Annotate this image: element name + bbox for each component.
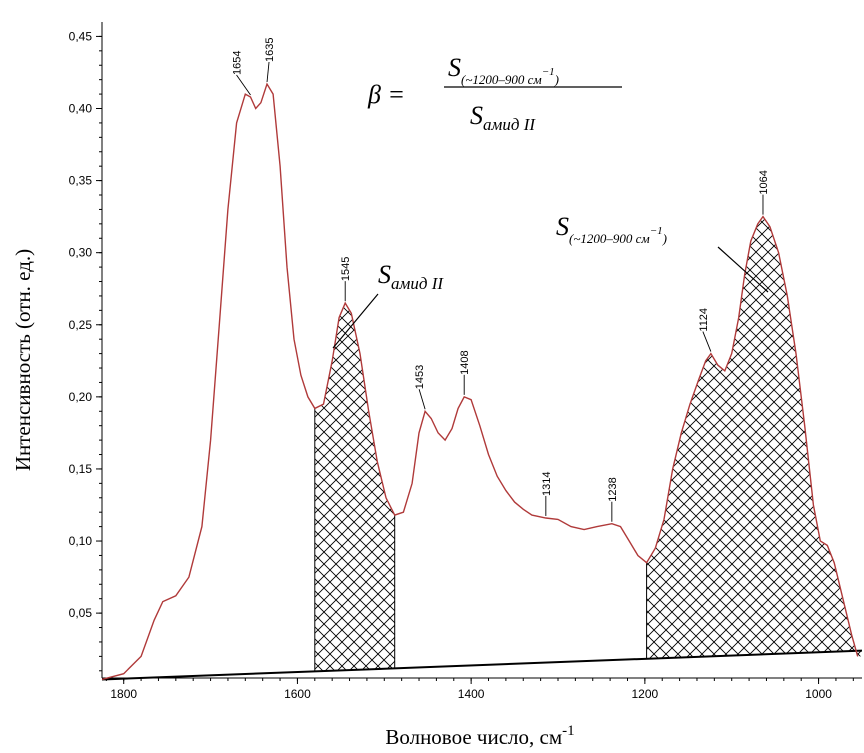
region-label: S(~1200–900 см−1) (556, 212, 667, 246)
amide-ii-label: Sамид II (378, 260, 444, 293)
amide-ii-sub: амид II (391, 274, 444, 293)
x-ticks: 1800 1600 1400 1200 1000 (110, 678, 832, 701)
hatched-region-1 (314, 303, 395, 672)
baseline-line (101, 649, 863, 681)
y-tick-label-0,40: 0,40 (69, 102, 93, 116)
peak-label-1654: 1654 (232, 50, 244, 74)
amide-ii-pointer (332, 293, 379, 349)
peak-tick-1453 (418, 389, 426, 410)
y-tick-label-0,35: 0,35 (69, 174, 93, 188)
peak-label-1545: 1545 (340, 257, 352, 281)
peak-label-1124: 1124 (698, 308, 710, 332)
region-sup: −1 (650, 225, 663, 237)
formula-numerator-sup: −1 (542, 66, 555, 78)
peak-label-1408: 1408 (459, 350, 471, 374)
x-tick-label-1600: 1600 (284, 687, 311, 701)
amide-ii-s: S (378, 260, 391, 289)
y-tick-label-0,05: 0,05 (69, 606, 93, 620)
y-tick-label-0,25: 0,25 (69, 318, 93, 332)
hatched-regions (314, 216, 862, 672)
peak-label-1238: 1238 (607, 477, 619, 501)
y-tick-label-0,15: 0,15 (69, 462, 93, 476)
formula-numerator-s: S (448, 53, 461, 82)
x-tick-label-1200: 1200 (632, 687, 659, 701)
formula-lhs: β = (367, 80, 405, 109)
formula-denominator-s: S (470, 101, 483, 130)
y-tick-label-0,30: 0,30 (69, 246, 93, 260)
peak-label-1314: 1314 (541, 471, 553, 495)
x-axis-title: Волновое число, см-1 (385, 723, 574, 749)
hatched-region-2 (646, 216, 862, 659)
y-axis-title: Интенсивность (отн. ед.) (11, 249, 35, 471)
region-s: S (556, 212, 569, 241)
y-ticks: 0,05 0,10 0,15 0,20 0,25 0,30 0,35 0,40 0,45 (69, 29, 102, 620)
x-axis-title-text: Волновое число, см (385, 725, 562, 749)
beta-formula: β = S(~1200–900 см−1) Sамид II (367, 53, 622, 134)
formula-denominator: Sамид II (470, 101, 536, 134)
amide-ii-annotation: Sамид II (332, 260, 444, 349)
peak-labels: 1654 1635 1545 1453 1408 1314 1238 1124 1064 (232, 38, 770, 522)
formula-numerator-sub: (~1200–900 см (461, 72, 542, 87)
peak-label-1635: 1635 (264, 38, 276, 62)
x-tick-label-1000: 1000 (805, 687, 832, 701)
peak-label-1064: 1064 (758, 170, 770, 194)
x-axis-title-superscript: -1 (562, 723, 575, 739)
peak-tick-1124 (702, 331, 712, 352)
peak-tick-1635 (266, 61, 270, 83)
plot-area: 1800 1600 1400 1200 1000 0,05 0,10 0,15 0,20 0,2… (69, 22, 863, 701)
y-tick-label-0,20: 0,20 (69, 390, 93, 404)
x-tick-label-1800: 1800 (110, 687, 137, 701)
x-tick-label-1400: 1400 (458, 687, 485, 701)
peak-tick-1654 (236, 74, 251, 96)
formula-numerator-close: ) (554, 72, 559, 87)
formula-numerator: S(~1200–900 см−1) (448, 53, 559, 87)
region-close: ) (662, 231, 667, 246)
region-annotation: S(~1200–900 см−1) (556, 212, 769, 293)
region-pointer (717, 246, 769, 293)
region-sub: (~1200–900 см (569, 231, 650, 246)
formula-denominator-sub: амид II (483, 115, 536, 134)
peak-label-1453: 1453 (414, 365, 426, 389)
y-tick-label-0,45: 0,45 (69, 29, 93, 43)
spectrum-series-line (101, 82, 859, 681)
y-tick-label-0,10: 0,10 (69, 534, 93, 548)
